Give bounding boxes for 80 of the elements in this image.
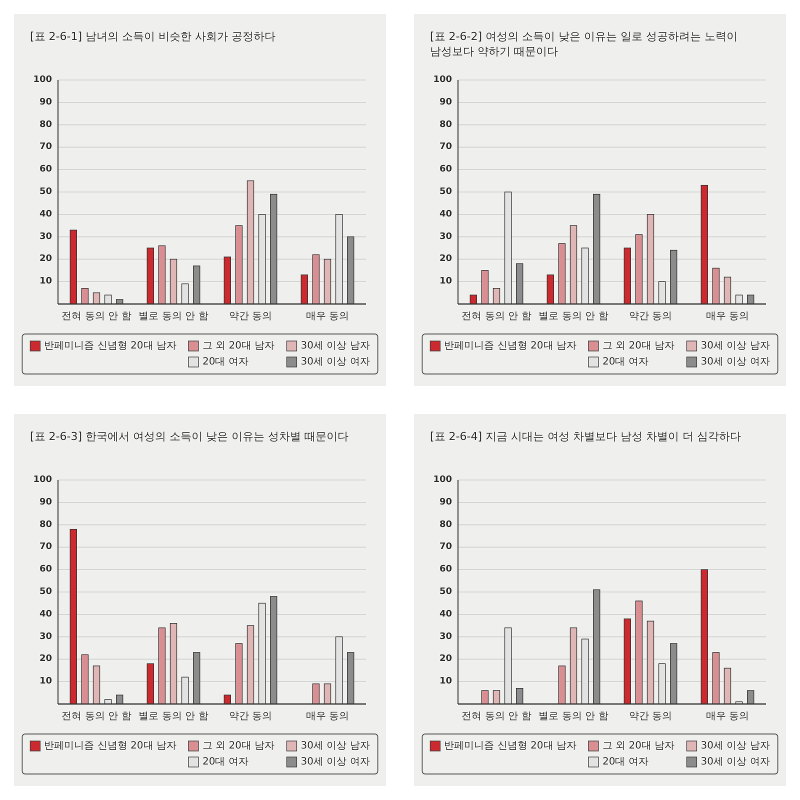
legend-label: 반페미니즘 신념형 20대 남자	[444, 740, 576, 752]
legend-label: 30세 이상 남자	[300, 740, 370, 752]
y-tick-label: 90	[439, 497, 452, 508]
y-tick-label: 60	[439, 164, 452, 175]
y-tick-label: 70	[39, 142, 52, 152]
y-tick-label: 80	[39, 520, 52, 530]
y-tick-label: 50	[439, 587, 452, 597]
legend-label: 30세 이상 여자	[700, 756, 770, 768]
y-tick-label: 40	[39, 209, 52, 220]
y-tick-label: 100	[33, 75, 52, 85]
x-tick-label: 매우 동의	[306, 311, 350, 322]
x-tick-label: 전혀 동의 안 함	[62, 711, 132, 722]
y-tick-label: 100	[433, 475, 452, 485]
x-tick-label: 별로 동의 안 함	[138, 711, 208, 722]
legend-label: 30세 이상 여자	[300, 756, 370, 768]
x-tick-label: 약간 동의	[628, 311, 672, 322]
y-tick-label: 20	[39, 654, 52, 664]
legend-label: 30세 이상 남자	[700, 740, 770, 752]
y-tick-label: 70	[39, 542, 52, 552]
y-tick-label: 30	[439, 632, 452, 642]
x-tick-label: 전혀 동의 안 함	[462, 311, 532, 322]
y-tick-label: 10	[39, 676, 52, 687]
y-tick-label: 90	[439, 97, 452, 108]
x-tick-label: 전혀 동의 안 함	[62, 311, 132, 322]
y-tick-label: 20	[439, 254, 452, 264]
legend-label: 그 외 20대 남자	[202, 740, 275, 752]
legend-label: 그 외 20대 남자	[202, 340, 275, 352]
y-tick-label: 50	[39, 587, 52, 597]
x-tick-label: 약간 동의	[228, 711, 272, 722]
legend-label: 20대 여자	[202, 756, 248, 768]
legend-label: 30세 이상 남자	[700, 340, 770, 352]
chart-title: [표 2-6-4] 지금 시대는 여성 차별보다 남성 차별이 더 심각하다	[430, 430, 741, 443]
legend-label: 20대 여자	[202, 356, 248, 368]
x-tick-label: 약간 동의	[628, 711, 672, 722]
legend-label: 반페미니즘 신념형 20대 남자	[44, 740, 176, 752]
y-tick-label: 20	[439, 654, 452, 664]
legend-label: 반페미니즘 신념형 20대 남자	[44, 340, 176, 352]
y-tick-label: 20	[39, 254, 52, 264]
chart-title: [표 2-6-2] 여성의 소득이 낮은 이유는 일로 성공하려는 노력이 남성보다 약하기 때문이다	[430, 30, 738, 58]
legend-label: 그 외 20대 남자	[602, 340, 675, 352]
x-tick-label: 별로 동의 안 함	[538, 711, 608, 722]
y-tick-label: 80	[439, 520, 452, 530]
y-tick-label: 60	[39, 164, 52, 175]
x-tick-label: 별로 동의 안 함	[138, 311, 208, 322]
legend-label: 반페미니즘 신념형 20대 남자	[444, 340, 576, 352]
y-tick-label: 30	[39, 632, 52, 642]
y-tick-label: 10	[439, 276, 452, 287]
y-tick-label: 80	[439, 120, 452, 130]
y-tick-label: 70	[439, 542, 452, 552]
x-tick-label: 매우 동의	[706, 311, 750, 322]
y-tick-label: 90	[39, 497, 52, 508]
y-tick-label: 50	[439, 187, 452, 197]
legend-label: 30세 이상 여자	[300, 356, 370, 368]
y-tick-label: 100	[433, 75, 452, 85]
x-tick-label: 약간 동의	[228, 311, 272, 322]
y-tick-label: 40	[439, 609, 452, 620]
y-tick-label: 60	[439, 564, 452, 575]
x-tick-label: 매우 동의	[706, 711, 750, 722]
y-tick-label: 90	[39, 97, 52, 108]
y-tick-label: 40	[439, 209, 452, 220]
legend-label: 20대 여자	[602, 356, 648, 368]
y-tick-label: 30	[39, 232, 52, 242]
y-tick-label: 100	[33, 475, 52, 485]
y-tick-label: 40	[39, 609, 52, 620]
chart-title: [표 2-6-1] 남녀의 소득이 비슷한 사회가 공정하다	[30, 30, 276, 43]
x-tick-label: 별로 동의 안 함	[538, 311, 608, 322]
y-tick-label: 80	[39, 120, 52, 130]
y-tick-label: 30	[439, 232, 452, 242]
x-tick-label: 매우 동의	[306, 711, 350, 722]
y-tick-label: 10	[39, 276, 52, 287]
legend-label: 30세 이상 남자	[300, 340, 370, 352]
y-tick-label: 50	[39, 187, 52, 197]
legend-label: 20대 여자	[602, 756, 648, 768]
y-tick-label: 10	[439, 676, 452, 687]
y-tick-label: 60	[39, 564, 52, 575]
chart-title: [표 2-6-3] 한국에서 여성의 소득이 낮은 이유는 성차별 때문이다	[30, 430, 348, 443]
legend-label: 그 외 20대 남자	[602, 740, 675, 752]
y-tick-label: 70	[439, 142, 452, 152]
legend-label: 30세 이상 여자	[700, 356, 770, 368]
x-tick-label: 전혀 동의 안 함	[462, 711, 532, 722]
